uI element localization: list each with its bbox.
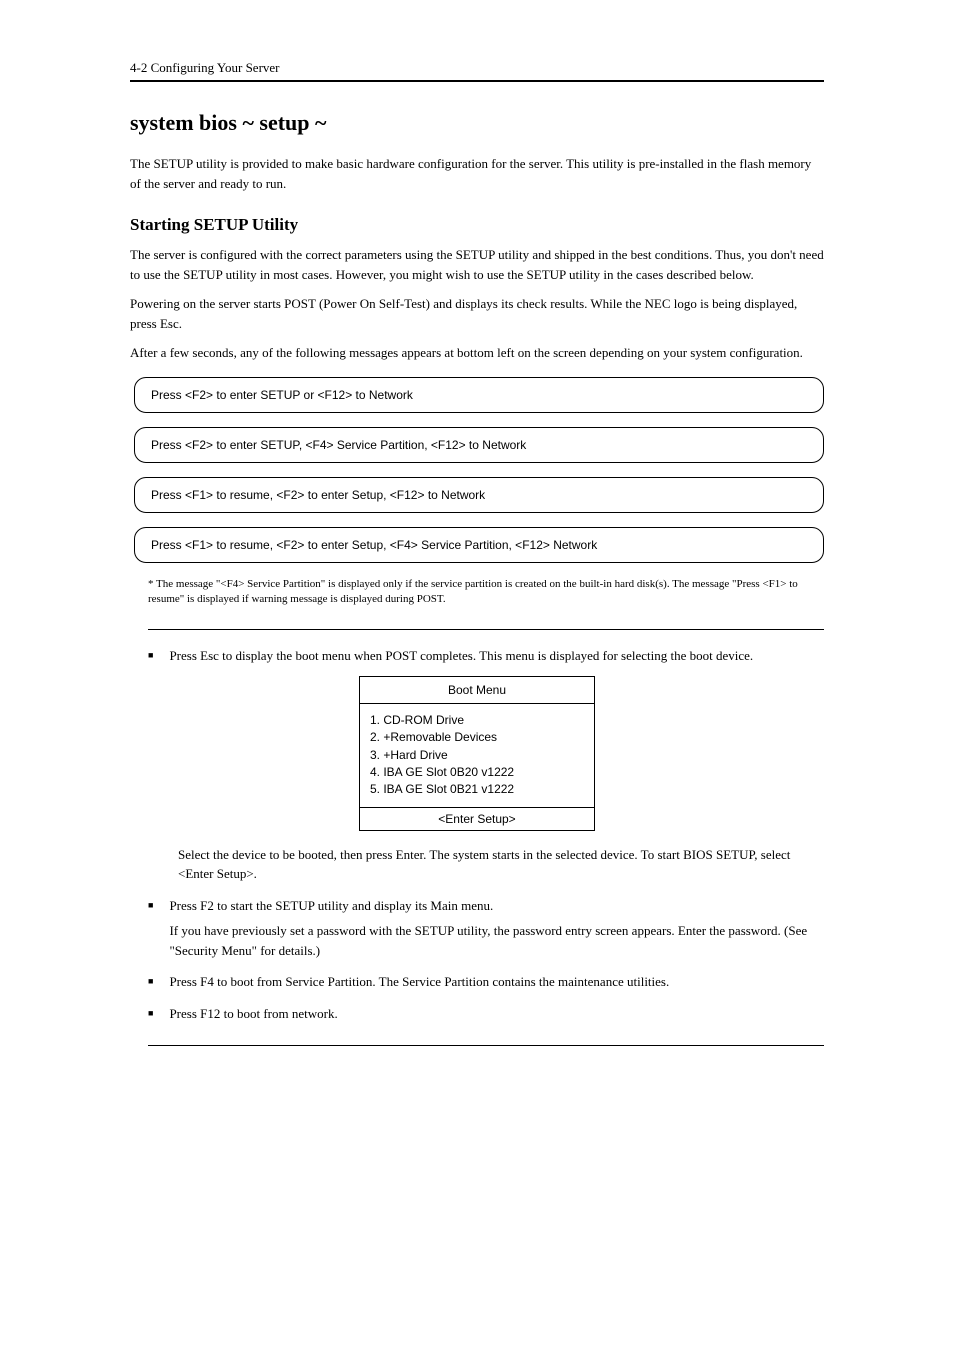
starting-para2: Powering on the server starts POST (Powe… bbox=[130, 294, 824, 333]
divider-line bbox=[148, 629, 824, 630]
square-bullet-icon: ■ bbox=[148, 976, 153, 986]
page-header: 4-2 Configuring Your Server bbox=[130, 60, 824, 82]
message-box-2: Press <F2> to enter SETUP, <F4> Service … bbox=[134, 427, 824, 463]
bullet-item-3: ■ Press F4 to boot from Service Partitio… bbox=[148, 972, 824, 992]
bullet-3-text: Press F4 to boot from Service Partition.… bbox=[169, 972, 669, 992]
divider-line-bottom bbox=[148, 1045, 824, 1046]
boot-menu-title: Boot Menu bbox=[359, 676, 595, 704]
message-1-text: Press <F2> to enter SETUP or <F12> to Ne… bbox=[151, 388, 413, 402]
boot-menu-footer: <Enter Setup> bbox=[359, 807, 595, 831]
footnote: * The message "<F4> Service Partition" i… bbox=[148, 577, 824, 608]
bullet-item-4: ■ Press F12 to boot from network. bbox=[148, 1004, 824, 1024]
bullet-3-para1: Press F4 to boot from Service Partition.… bbox=[169, 972, 669, 992]
bullet-item-2: ■ Press F2 to start the SETUP utility an… bbox=[148, 896, 824, 961]
bullet-2-text: Press F2 to start the SETUP utility and … bbox=[169, 896, 824, 961]
bullet-1-para2: Select the device to be booted, then pre… bbox=[178, 845, 824, 884]
section-intro: The SETUP utility is provided to make ba… bbox=[130, 154, 824, 193]
bullet-1-text: Press Esc to display the boot menu when … bbox=[169, 646, 753, 666]
message-4-text: Press <F1> to resume, <F2> to enter Setu… bbox=[151, 538, 597, 552]
bullet-4-para1: Press F12 to boot from network. bbox=[169, 1004, 337, 1024]
starting-para3: After a few seconds, any of the followin… bbox=[130, 343, 824, 363]
square-bullet-icon: ■ bbox=[148, 650, 153, 660]
bullet-4-text: Press F12 to boot from network. bbox=[169, 1004, 337, 1024]
boot-menu-item: 3. +Hard Drive bbox=[370, 747, 584, 764]
boot-menu-item: 1. CD-ROM Drive bbox=[370, 712, 584, 729]
message-box-3: Press <F1> to resume, <F2> to enter Setu… bbox=[134, 477, 824, 513]
subsection-title: Starting SETUP Utility bbox=[130, 215, 824, 235]
section-title: system bios ~ setup ~ bbox=[130, 110, 824, 136]
square-bullet-icon: ■ bbox=[148, 900, 153, 910]
boot-menu-item: 4. IBA GE Slot 0B20 v1222 bbox=[370, 764, 584, 781]
message-3-text: Press <F1> to resume, <F2> to enter Setu… bbox=[151, 488, 485, 502]
starting-para1: The server is configured with the correc… bbox=[130, 245, 824, 284]
message-2-text: Press <F2> to enter SETUP, <F4> Service … bbox=[151, 438, 526, 452]
message-box-4: Press <F1> to resume, <F2> to enter Setu… bbox=[134, 527, 824, 563]
square-bullet-icon: ■ bbox=[148, 1008, 153, 1018]
bullet-2-para1: Press F2 to start the SETUP utility and … bbox=[169, 896, 824, 916]
boot-menu-item: 5. IBA GE Slot 0B21 v1222 bbox=[370, 781, 584, 798]
boot-menu-items: 1. CD-ROM Drive 2. +Removable Devices 3.… bbox=[359, 704, 595, 807]
boot-menu-box: Boot Menu 1. CD-ROM Drive 2. +Removable … bbox=[359, 676, 595, 831]
bullet-2-para2: If you have previously set a password wi… bbox=[169, 921, 824, 960]
boot-menu-item: 2. +Removable Devices bbox=[370, 729, 584, 746]
message-box-1: Press <F2> to enter SETUP or <F12> to Ne… bbox=[134, 377, 824, 413]
header-text: 4-2 Configuring Your Server bbox=[130, 60, 280, 75]
bullet-1-para1: Press Esc to display the boot menu when … bbox=[169, 646, 753, 666]
bullet-item-1: ■ Press Esc to display the boot menu whe… bbox=[148, 646, 824, 666]
